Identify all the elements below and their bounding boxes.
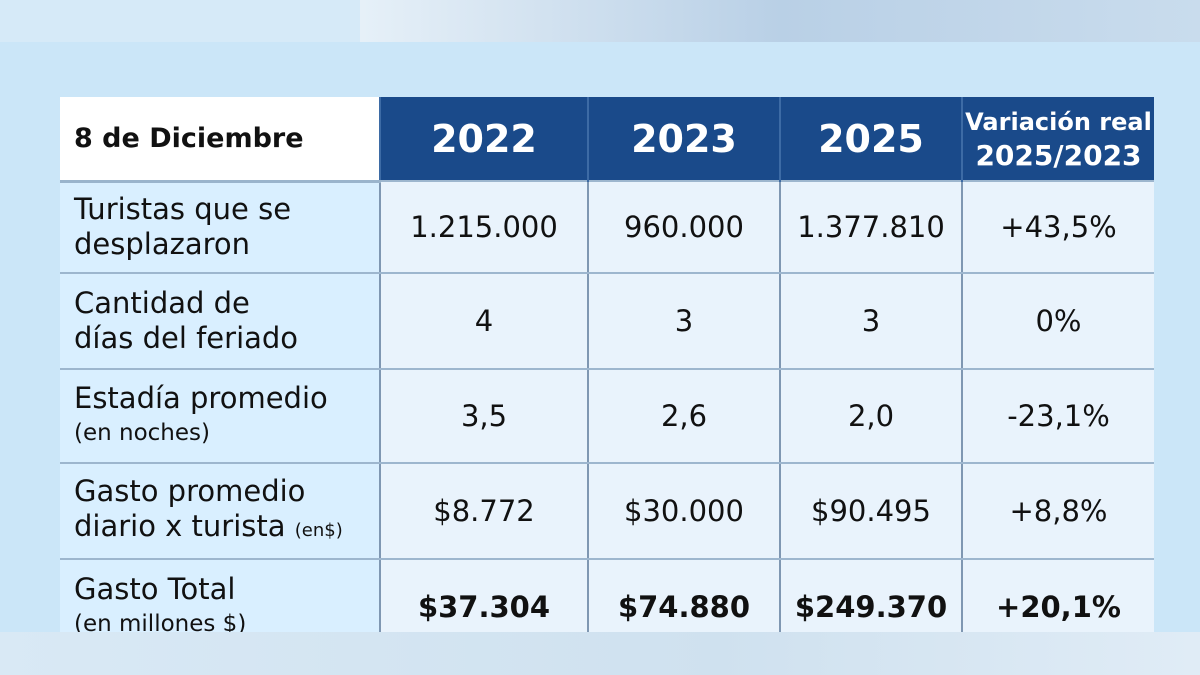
header-year-2022: 2022 [379,97,588,181]
cell-2022: 3,5 [379,368,588,464]
blurred-bottom-strip [0,632,1200,675]
row-label-line1: Turistas que se [74,192,292,227]
header-variation-line2: 2025/2023 [975,138,1142,172]
cell-2023: $30.000 [587,462,780,560]
row-label: Gasto promedio diario x turista (en$) [60,462,380,560]
header-row: 8 de Diciembre 2022 2023 2025 Variación … [60,97,1154,183]
header-date-label: 8 de Diciembre [60,97,380,183]
cell-2022: 1.215.000 [379,180,588,274]
blurred-top-strip [360,0,1200,42]
header-variation-line1: Variación real [965,107,1152,136]
row-label-line1: Gasto promedio [74,474,306,508]
row-label-line2-unit: (en$) [294,520,343,541]
cell-2025: 3 [779,272,962,370]
header-year-2025: 2025 [779,97,962,181]
header-year-2023: 2023 [587,97,780,181]
row-label: Estadía promedio (en noches) [60,368,380,464]
cell-variation: +43,5% [961,180,1154,274]
cell-variation: 0% [961,272,1154,370]
cell-2022: 4 [379,272,588,370]
row-label-line2: diario x turista (en$) [74,509,379,548]
table-row-daily-spend: Gasto promedio diario x turista (en$) $8… [60,462,1154,560]
cell-2022: $8.772 [379,462,588,560]
cell-2023: 3 [587,272,780,370]
row-label-line2: desplazaron [74,227,250,262]
cell-2025: $90.495 [779,462,962,560]
row-label-line1: Gasto Total [74,572,236,606]
cell-2023: 960.000 [587,180,780,274]
table-row-holiday-days: Cantidad de días del feriado 4 3 3 0% [60,272,1154,370]
tourism-stats-table: 8 de Diciembre 2022 2023 2025 Variación … [60,97,1154,656]
table-row-tourists: Turistas que se desplazaron 1.215.000 96… [60,180,1154,274]
cell-2025: 1.377.810 [779,180,962,274]
row-label-line2: días del feriado [74,321,299,355]
table-panel: 8 de Diciembre 2022 2023 2025 Variación … [0,42,1200,656]
row-label: Cantidad de días del feriado [60,272,380,370]
cell-variation: +8,8% [961,462,1154,560]
cell-2023: 2,6 [587,368,780,464]
row-label-line1: Estadía promedio [74,381,328,415]
row-label-line1: Cantidad de [74,286,250,320]
table-row-average-stay: Estadía promedio (en noches) 3,5 2,6 2,0… [60,368,1154,464]
row-label-line2: (en noches) [74,420,210,446]
header-variation: Variación real 2025/2023 [961,97,1154,181]
row-label: Turistas que se desplazaron [60,180,380,274]
row-label-line2-main: diario x turista [74,509,286,543]
cell-variation: -23,1% [961,368,1154,464]
cell-2025: 2,0 [779,368,962,464]
